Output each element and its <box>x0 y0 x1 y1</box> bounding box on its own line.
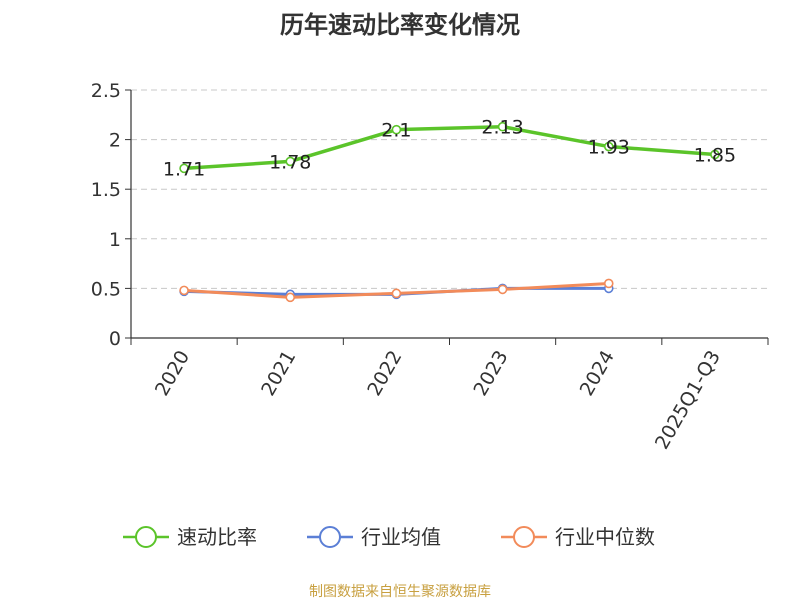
x-tick-label-0: 2020 <box>151 347 194 400</box>
y-tick-label-1: 0.5 <box>91 278 121 300</box>
point-s2-0 <box>179 285 189 296</box>
legend-marker-0 <box>135 526 157 548</box>
legend-label-2: 行业中位数 <box>555 525 655 549</box>
x-tick-label-1: 2021 <box>257 347 300 400</box>
legend-label-1: 行业均值 <box>361 525 441 549</box>
data-label-4: 1.93 <box>588 137 630 159</box>
y-tick-label-0: 0 <box>109 328 121 350</box>
point-s2-3 <box>497 284 508 295</box>
data-label-2: 2.1 <box>381 120 411 142</box>
y-tick-label-5: 2.5 <box>91 80 121 102</box>
x-tick-label-4: 2024 <box>576 347 619 400</box>
point-s0-4 <box>603 141 614 152</box>
x-tick-label-2: 2022 <box>363 347 406 400</box>
legend-marker-2 <box>513 526 535 548</box>
point-s2-2 <box>391 288 402 299</box>
legend-label-0: 速动比率 <box>177 525 257 549</box>
data-label-3: 2.13 <box>481 117 523 139</box>
legend-marker-1 <box>319 526 341 548</box>
point-s2-4 <box>603 278 614 289</box>
point-s2-1 <box>285 292 296 303</box>
data-label-1: 1.78 <box>269 151 311 173</box>
y-tick-label-2: 1 <box>109 229 121 251</box>
data-label-0: 1.71 <box>163 158 205 180</box>
series-line-0 <box>182 124 717 171</box>
chart-title: 历年速动比率变化情况 <box>280 11 520 39</box>
point-s0-1 <box>285 156 296 167</box>
point-s0-5 <box>710 149 720 160</box>
y-tick-label-3: 1.5 <box>91 179 121 201</box>
data-label-5: 1.85 <box>694 144 736 166</box>
y-tick-label-4: 2 <box>109 130 121 152</box>
x-tick-label-5: 2025Q1-Q3 <box>651 347 725 453</box>
point-s0-0 <box>179 163 189 174</box>
point-s0-3 <box>497 121 508 132</box>
point-s0-2 <box>391 124 402 135</box>
source-note: 制图数据来自恒生聚源数据库 <box>309 584 491 600</box>
x-tick-label-3: 2023 <box>469 347 512 400</box>
